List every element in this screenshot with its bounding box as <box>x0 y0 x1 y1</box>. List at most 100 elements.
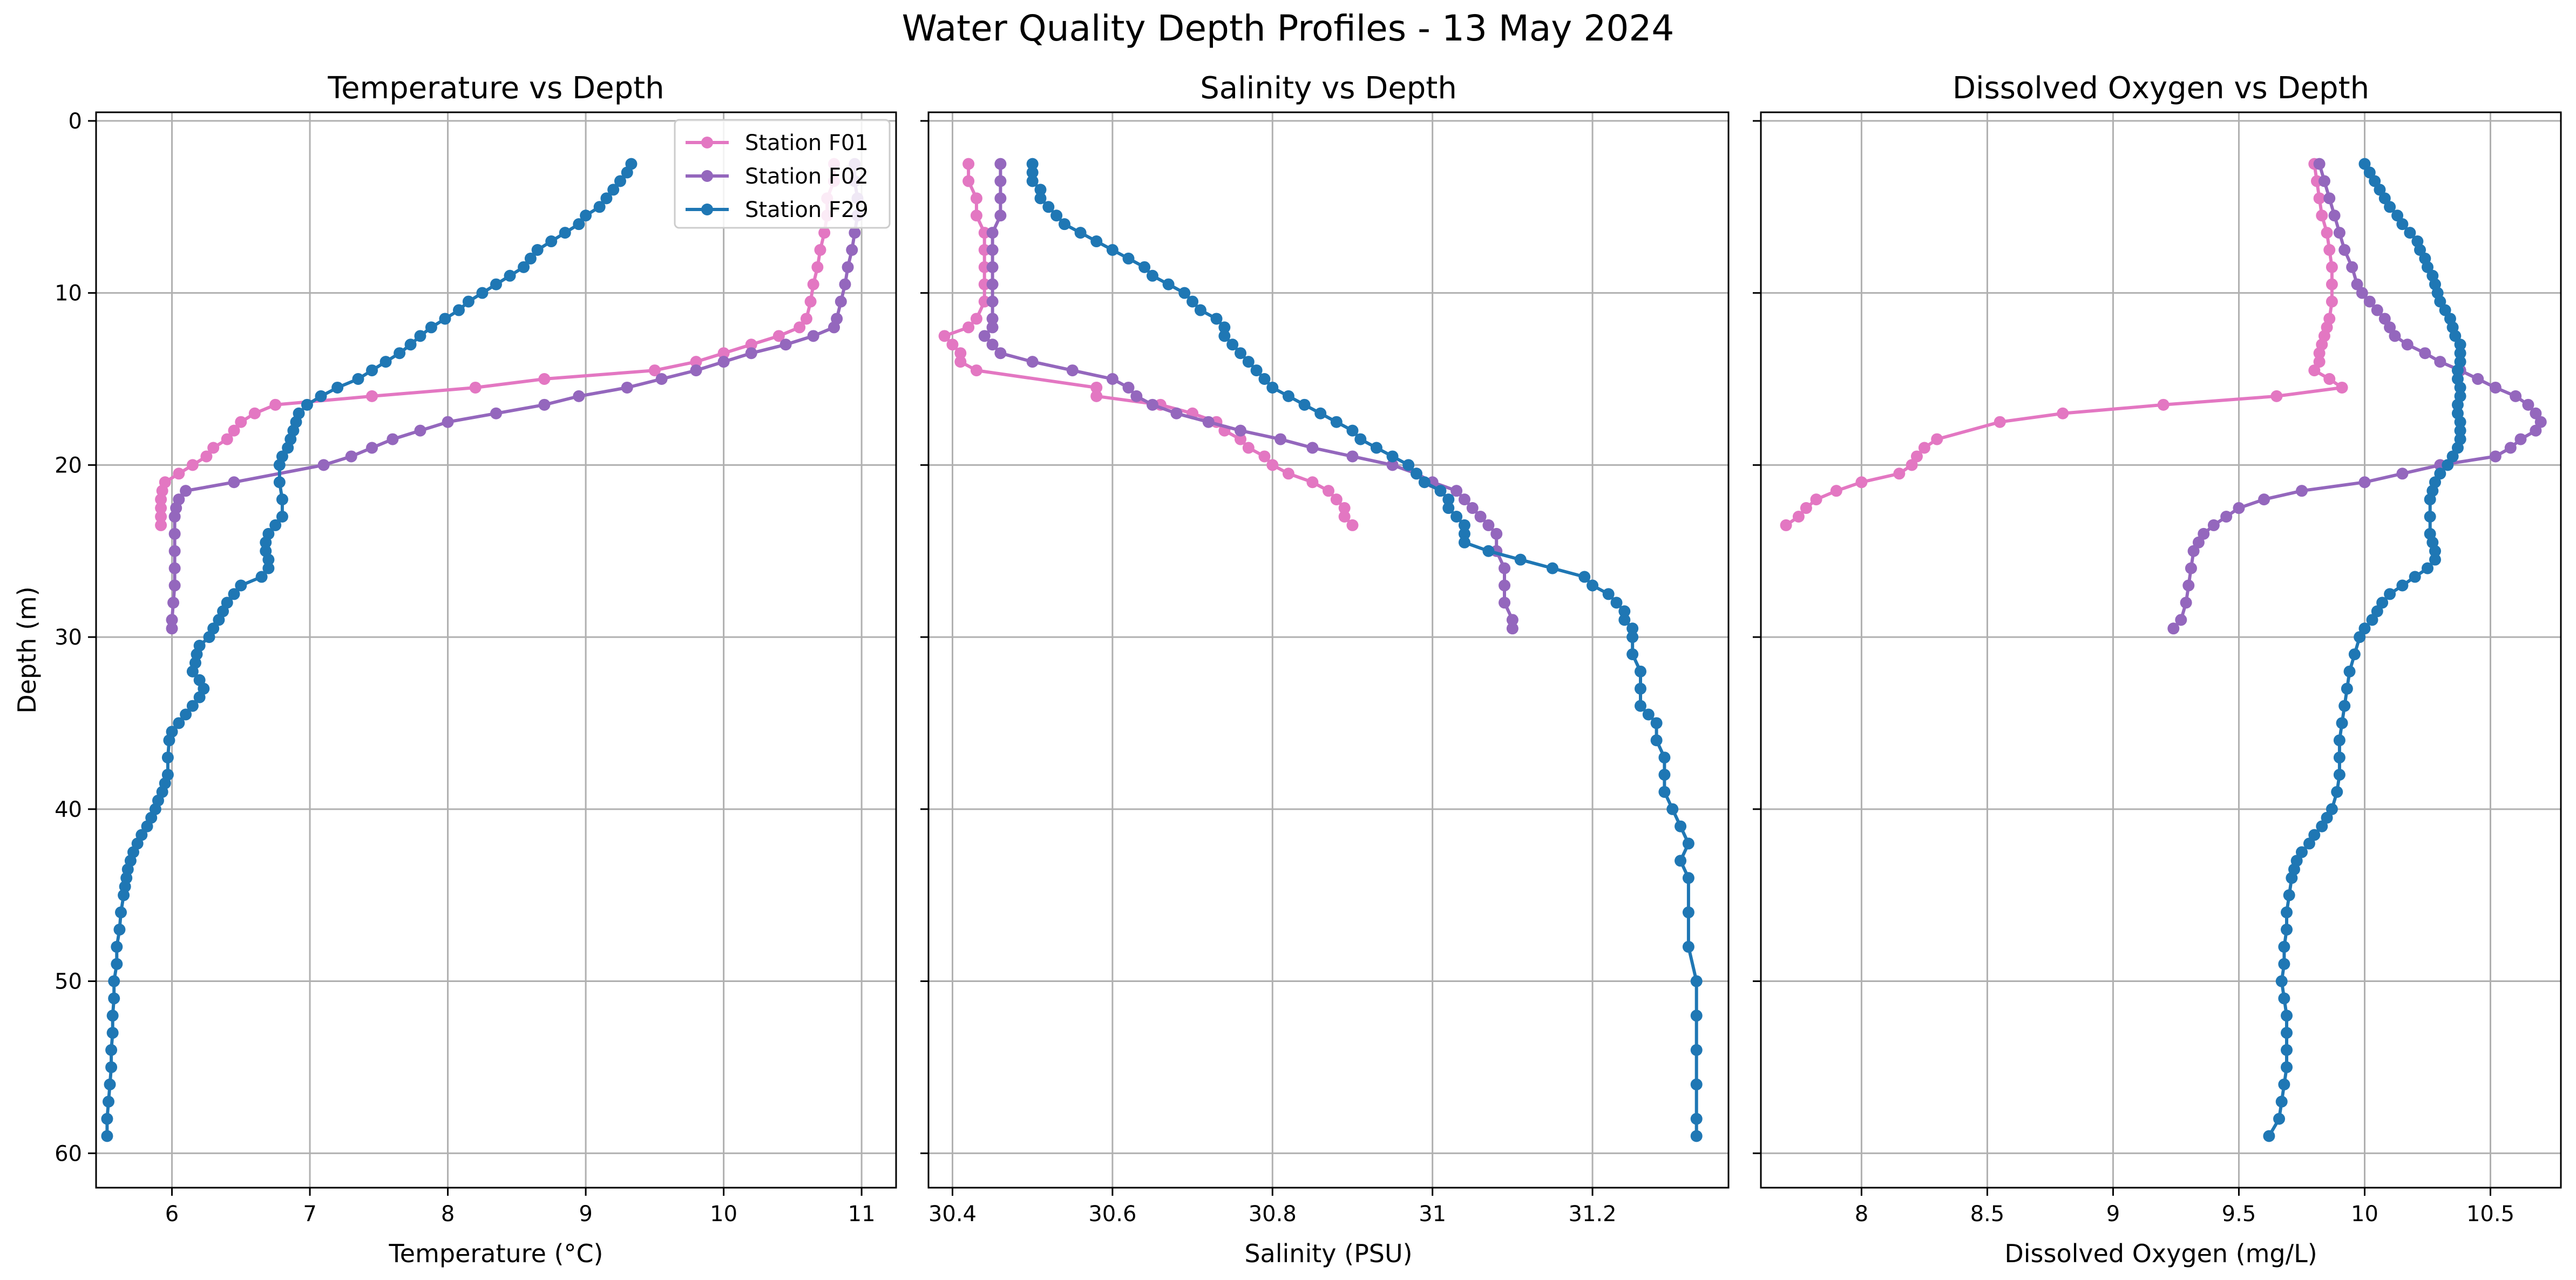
data-point <box>1442 502 1455 514</box>
data-point <box>1506 614 1519 626</box>
data-point <box>614 175 626 187</box>
data-point <box>2180 597 2192 609</box>
data-point <box>814 243 826 256</box>
data-point <box>745 347 757 360</box>
data-point <box>155 510 167 523</box>
data-point <box>559 227 571 239</box>
data-point <box>1266 459 1279 471</box>
data-point <box>2451 442 2464 454</box>
data-point <box>1634 665 1646 678</box>
data-point <box>842 261 854 273</box>
data-point <box>2434 295 2446 308</box>
data-point <box>2454 347 2466 360</box>
data-point <box>828 321 840 334</box>
data-point <box>166 622 178 635</box>
data-point <box>1106 243 1118 256</box>
data-point <box>1402 459 1415 471</box>
data-point <box>476 287 489 299</box>
data-point <box>2313 192 2326 205</box>
data-point <box>1323 485 1334 497</box>
data-point <box>228 476 240 489</box>
data-point <box>345 450 357 463</box>
data-point <box>1058 218 1070 231</box>
data-point <box>1282 390 1294 402</box>
x-tick-label: 9 <box>2106 1202 2120 1227</box>
data-point <box>2358 622 2371 635</box>
data-point <box>2356 287 2368 299</box>
data-point <box>2351 278 2363 290</box>
data-point <box>366 442 378 454</box>
data-point <box>1658 751 1671 764</box>
data-point <box>1026 356 1039 368</box>
data-point <box>2424 510 2436 523</box>
data-point <box>200 450 213 463</box>
data-point <box>1792 510 1805 523</box>
data-point <box>2281 923 2293 936</box>
x-tick-label: 31 <box>1419 1202 1446 1227</box>
data-point <box>2198 527 2210 540</box>
data-point <box>1466 502 1479 514</box>
data-point <box>545 235 558 248</box>
data-point <box>690 364 702 377</box>
data-point <box>269 519 282 531</box>
data-point <box>2321 811 2333 824</box>
data-point <box>2316 820 2328 832</box>
data-point <box>1314 407 1327 419</box>
data-point <box>1266 381 1279 394</box>
x-tick-label: 10 <box>2351 1202 2378 1227</box>
data-point <box>839 278 851 290</box>
data-point <box>970 364 982 377</box>
data-point <box>1602 588 1615 600</box>
data-point <box>1690 1130 1703 1142</box>
data-point <box>2422 261 2433 273</box>
data-point <box>2354 631 2366 644</box>
data-point <box>105 1044 118 1056</box>
data-point <box>2396 468 2409 480</box>
data-point <box>1306 476 1319 489</box>
x-tick-label: 11 <box>848 1202 876 1227</box>
data-point <box>986 295 999 308</box>
data-point <box>2374 184 2386 196</box>
data-point <box>962 175 975 187</box>
data-point <box>573 218 585 231</box>
data-point <box>366 390 378 402</box>
data-point <box>994 158 1007 170</box>
data-point <box>2336 381 2348 394</box>
data-point <box>1855 476 1868 489</box>
data-point <box>1626 648 1639 660</box>
data-point <box>394 347 406 360</box>
data-point <box>2530 407 2542 419</box>
data-point <box>1090 381 1103 394</box>
data-point <box>282 442 294 454</box>
data-point <box>2363 295 2376 308</box>
data-point <box>1910 450 1923 463</box>
data-point <box>1610 597 1623 609</box>
data-point <box>111 940 123 953</box>
data-point <box>504 269 516 282</box>
panel-title: Salinity vs Depth <box>1200 71 1457 106</box>
data-point <box>425 321 437 334</box>
data-point <box>2316 209 2328 222</box>
data-point <box>648 364 661 377</box>
data-point <box>1346 424 1359 437</box>
data-point <box>1258 450 1271 463</box>
data-point <box>954 347 967 360</box>
data-point <box>1026 175 1039 187</box>
data-point <box>1482 519 1495 531</box>
data-point <box>2278 958 2290 970</box>
data-point <box>1499 579 1511 592</box>
data-point <box>970 192 982 205</box>
data-point <box>2278 992 2290 1005</box>
data-point <box>379 356 392 368</box>
data-point <box>986 227 999 239</box>
data-point <box>1330 493 1343 506</box>
data-point <box>2504 442 2517 454</box>
data-point <box>166 614 178 626</box>
data-point <box>779 338 792 351</box>
data-point <box>490 278 502 290</box>
data-point <box>2295 485 2308 497</box>
x-tick-label: 7 <box>303 1202 316 1227</box>
data-point <box>2522 398 2534 411</box>
data-point <box>2451 364 2464 377</box>
